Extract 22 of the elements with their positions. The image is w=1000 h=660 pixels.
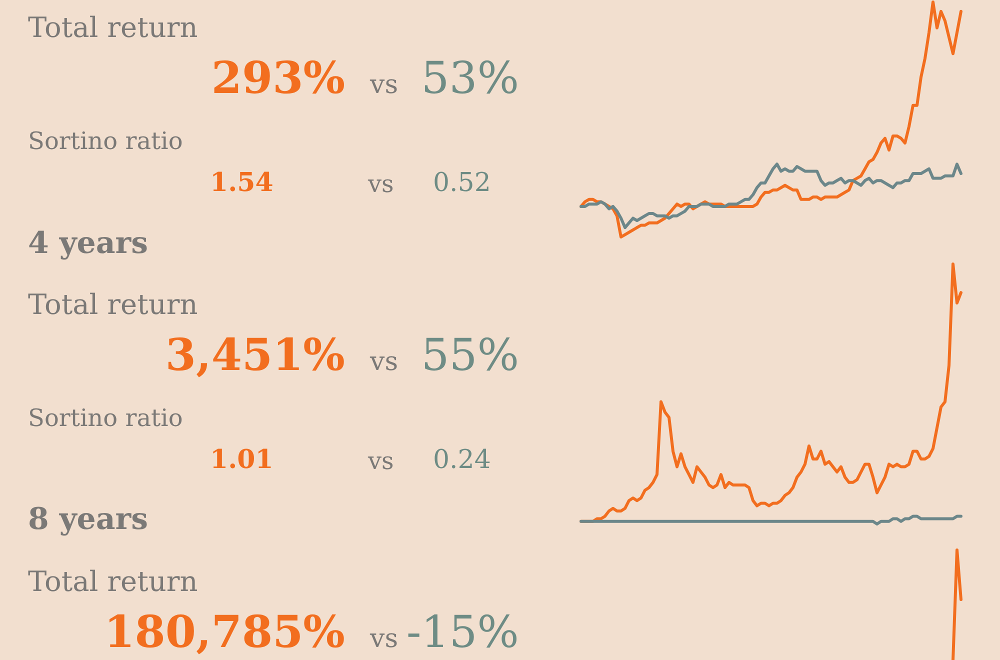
text: 293%: [211, 52, 345, 104]
text: vs: [368, 170, 394, 198]
text: 4 years: [28, 226, 148, 261]
text: Sortino ratio: [28, 126, 183, 155]
text: 0.52: [433, 168, 491, 198]
text: 55%: [421, 330, 519, 381]
text: 1.54: [210, 168, 274, 198]
text: Total return: [28, 288, 198, 322]
text: vs: [370, 624, 398, 654]
text: 180,785%: [104, 606, 345, 658]
text: vs: [368, 446, 394, 475]
text: -15%: [406, 606, 519, 658]
text: 1.01: [210, 445, 274, 475]
text: 3,451%: [165, 330, 345, 381]
text: 8 years: [28, 502, 148, 537]
text: Total return: [28, 11, 198, 44]
text: vs: [370, 347, 398, 377]
text: Total return: [28, 565, 198, 598]
text: 53%: [421, 52, 519, 104]
text: 0.24: [433, 445, 491, 475]
text: Sortino ratio: [28, 404, 183, 432]
text: vs: [370, 70, 398, 100]
